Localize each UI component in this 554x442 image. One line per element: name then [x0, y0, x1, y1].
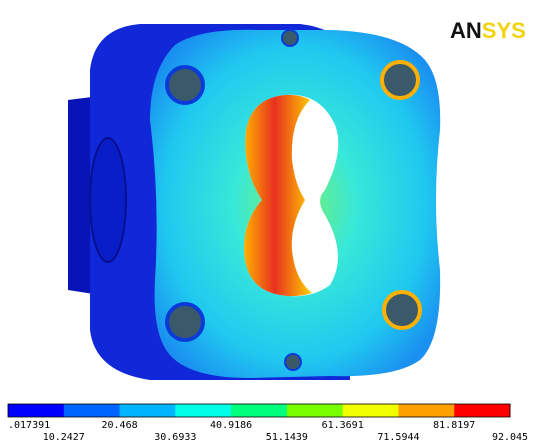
legend-label: .017391 — [8, 420, 50, 431]
page: {"logo": {"parts": ["AN", "SYS"], "color… — [0, 0, 554, 442]
legend-band — [231, 404, 287, 417]
model — [68, 24, 440, 380]
bolt-hole — [167, 304, 203, 340]
legend-band — [175, 404, 231, 417]
legend-band — [64, 404, 120, 417]
legend-label: 30.6933 — [154, 432, 196, 442]
legend-band — [120, 404, 176, 417]
screen: ANSYS .01739110.2427 20.468 30.6933 40.9186… — [0, 0, 554, 442]
legend-label: 71.5944 — [377, 432, 419, 442]
boss — [90, 138, 126, 262]
legend-band — [454, 404, 510, 417]
pin-hole — [285, 354, 301, 370]
legend-band — [398, 404, 454, 417]
legend-label: 61.3691 — [322, 420, 364, 431]
legend-label: 10.2427 — [43, 432, 85, 442]
legend-label: 20.468 — [101, 420, 137, 431]
legend-label: 81.8197 — [433, 420, 475, 431]
legend-band — [287, 404, 343, 417]
legend-label: 40.9186 — [210, 420, 252, 431]
logo-part: SYS — [482, 18, 526, 43]
logo: ANSYS — [450, 18, 526, 43]
legend-label: 51.1439 — [266, 432, 308, 442]
legend-band — [343, 404, 399, 417]
bolt-hole — [382, 62, 418, 98]
bolt-hole — [167, 67, 203, 103]
legend-band — [8, 404, 64, 417]
logo-part: AN — [450, 18, 482, 43]
pin-hole — [282, 30, 298, 46]
legend-label: 92.045 — [492, 432, 528, 442]
bolt-hole — [384, 292, 420, 328]
